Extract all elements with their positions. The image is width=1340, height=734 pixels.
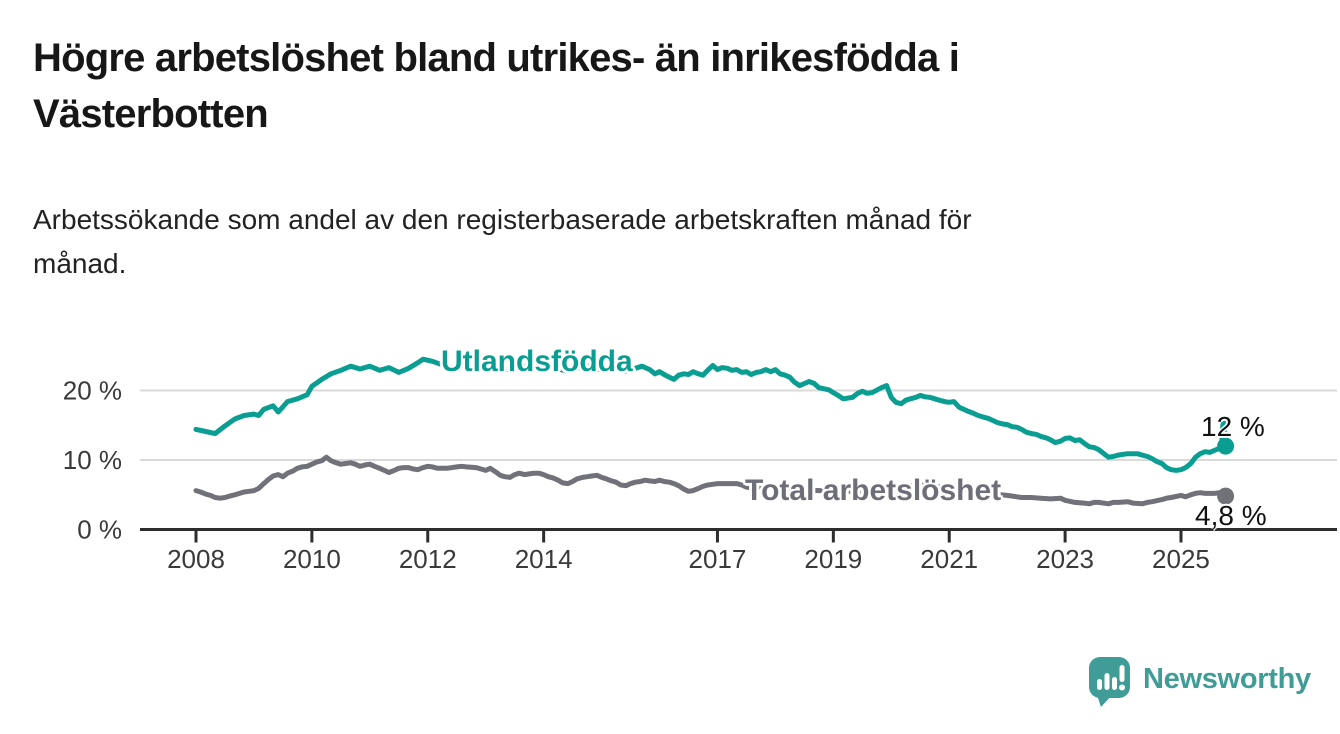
y-axis-label-20: 20 %	[63, 376, 122, 406]
page-title-line2: Västerbotten	[33, 92, 269, 136]
x-axis-label-2021: 2021	[920, 544, 978, 574]
x-axis-label-2010: 2010	[283, 544, 341, 574]
page-subtitle: Arbetssökande som andel av den registerb…	[33, 198, 972, 286]
page-title-line1: Högre arbetslöshet bland utrikes- än inr…	[33, 36, 960, 80]
x-axis-label-2025: 2025	[1152, 544, 1210, 574]
x-axis-label-2023: 2023	[1036, 544, 1094, 574]
series-end-dot-0	[1217, 437, 1235, 455]
x-axis-label-2008: 2008	[167, 544, 225, 574]
page-subtitle-line2: månad.	[33, 248, 127, 279]
series-line-0	[193, 356, 1229, 473]
end-value-label-utlandsfodda: 12 %	[1201, 411, 1265, 442]
x-axis-label-2017: 2017	[689, 544, 747, 574]
brand-name: Newsworthy	[1143, 663, 1311, 695]
page-title: Högre arbetslöshet bland utrikes- än inr…	[33, 30, 960, 142]
y-axis-label-0: 0 %	[77, 515, 122, 545]
series-label-total-arbetsloshet: Total arbetslöshet	[745, 474, 1002, 507]
series-label-utlandsfodda: Utlandsfödda	[441, 345, 633, 378]
series-end-dot-1	[1217, 487, 1235, 505]
x-axis-label-2012: 2012	[399, 544, 457, 574]
x-axis-label-2019: 2019	[804, 544, 862, 574]
newsworthy-logo: Newsworthy	[1087, 655, 1311, 707]
x-axis-label-2014: 2014	[515, 544, 573, 574]
newsworthy-speech-bubble-chart-icon	[1089, 657, 1130, 707]
y-axis-label-10: 10 %	[63, 445, 122, 475]
series-line-1	[193, 454, 1229, 507]
end-value-label-total: 4,8 %	[1195, 500, 1267, 531]
page-subtitle-line1: Arbetssökande som andel av den registerb…	[33, 204, 972, 235]
